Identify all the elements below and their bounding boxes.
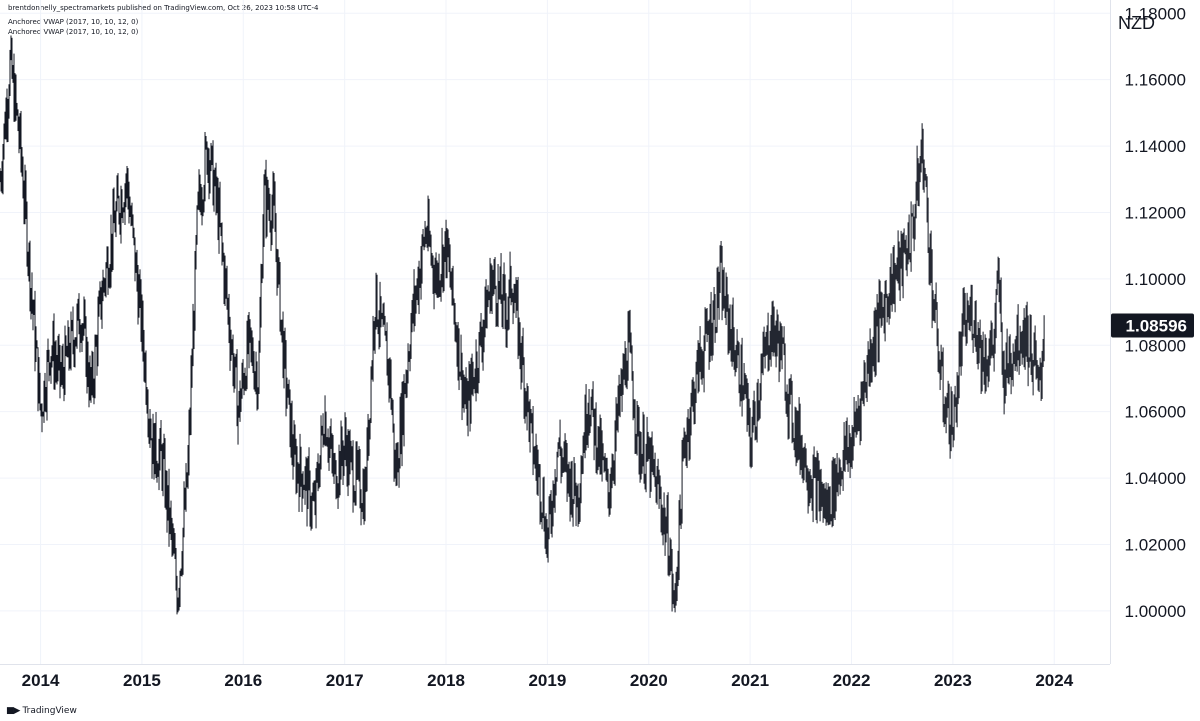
y-tick-label: 1.02000 [1125, 535, 1186, 554]
x-tick-label: 2023 [934, 671, 972, 690]
y-tick-label: 1.10000 [1125, 270, 1186, 289]
y-tick-label: 1.16000 [1125, 71, 1186, 90]
x-tick-label: 2015 [123, 671, 161, 690]
tradingview-logo-icon: ■▶ [6, 706, 20, 716]
x-tick-label: 2024 [1035, 671, 1073, 690]
x-tick-label: 2022 [833, 671, 871, 690]
price-bars [0, 35, 1045, 615]
y-tick-label: 1.12000 [1125, 203, 1186, 222]
price-axis: 1.00000 1.02000 1.04000 1.06000 1.08000 1.100… [1125, 4, 1186, 621]
time-axis: 2014 2015 2016 2017 2018 2019 2020 2021 2022 2023… [22, 671, 1074, 690]
currency-unit-label: NZD [1118, 13, 1155, 33]
x-tick-label: 2019 [528, 671, 566, 690]
y-tick-label: 1.06000 [1125, 403, 1186, 422]
x-tick-label: 2016 [224, 671, 262, 690]
publish-info: brentdonnelly_spectramarkets published o… [8, 4, 319, 12]
x-tick-label: 2014 [22, 671, 60, 690]
y-tick-label: 1.14000 [1125, 137, 1186, 156]
y-tick-label: 1.00000 [1125, 602, 1186, 621]
current-price-label: 1.08596 [1126, 316, 1187, 335]
current-price-badge-bg [1111, 313, 1194, 338]
current-price-badge: 1.08596 [1111, 313, 1194, 338]
x-tick-label: 2017 [326, 671, 364, 690]
footer-brand-text: TradingView [22, 706, 77, 716]
y-tick-label: 1.18000 [1125, 4, 1186, 23]
x-tick-label: 2020 [630, 671, 668, 690]
chart-grid [0, 0, 1110, 664]
y-tick-label: 1.04000 [1125, 469, 1186, 488]
footer-brand[interactable]: ■▶ TradingView [6, 706, 77, 716]
indicator-label[interactable]: Anchored VWAP (2017, 10, 10, 12, 0) [8, 18, 139, 26]
y-tick-label: 1.08000 [1125, 336, 1186, 355]
x-tick-label: 2018 [427, 671, 465, 690]
x-tick-label: 2021 [731, 671, 769, 690]
indicator-label[interactable]: Anchored VWAP (2017, 10, 10, 12, 0) [8, 28, 139, 36]
